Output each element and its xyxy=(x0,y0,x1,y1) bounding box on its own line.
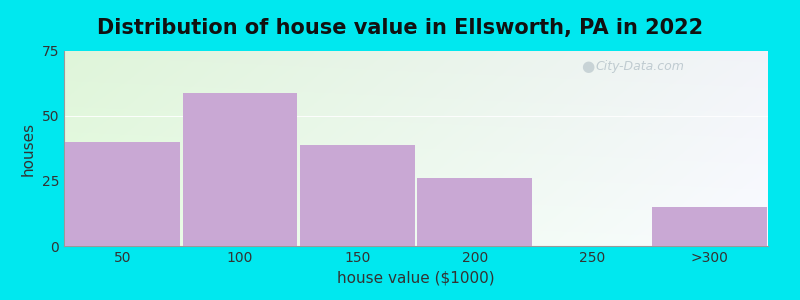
Bar xyxy=(417,178,532,246)
Y-axis label: houses: houses xyxy=(21,122,36,176)
Bar xyxy=(182,93,298,246)
Bar xyxy=(65,142,180,246)
Text: City-Data.com: City-Data.com xyxy=(595,60,684,73)
Text: ●: ● xyxy=(582,59,594,74)
Bar xyxy=(300,145,415,246)
X-axis label: house value ($1000): house value ($1000) xyxy=(337,270,495,285)
Bar xyxy=(652,207,767,246)
Text: Distribution of house value in Ellsworth, PA in 2022: Distribution of house value in Ellsworth… xyxy=(97,18,703,38)
